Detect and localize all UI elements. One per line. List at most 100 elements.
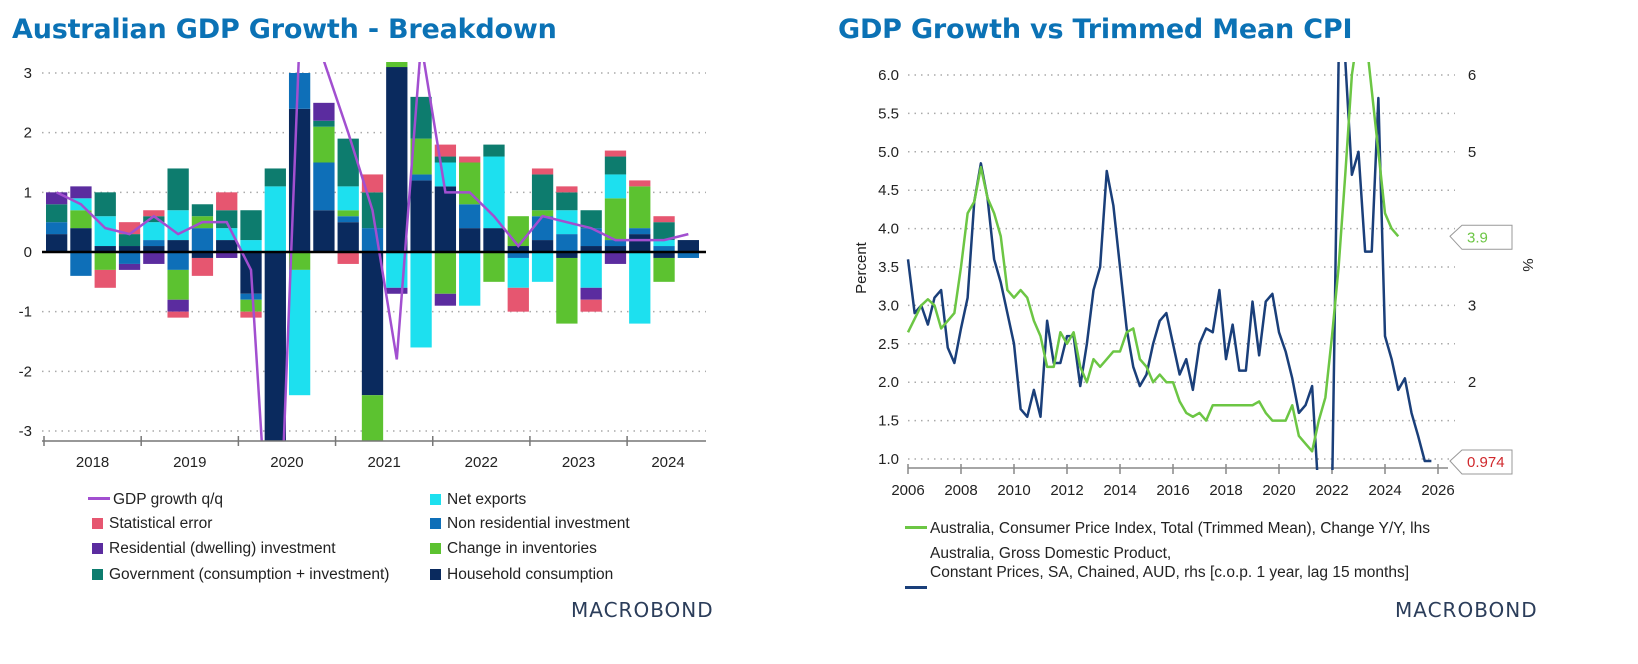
x-tick-label: 2022	[465, 454, 498, 471]
bar-segment	[507, 252, 529, 258]
bar-segment	[94, 269, 116, 288]
bar-segment	[604, 246, 627, 252]
bar-segment	[507, 246, 529, 252]
legend-label: Australia, Consumer Price Index, Total (…	[930, 520, 1430, 537]
y-tick-label: 0	[24, 244, 32, 261]
bar-segment	[46, 204, 68, 223]
bar-segment	[191, 252, 214, 258]
bar-segment	[288, 73, 311, 109]
bar-segment	[629, 186, 651, 229]
bar-segment	[653, 216, 675, 223]
legend-item-inventories: Change in inventories	[430, 540, 597, 558]
legend-label: Net exports	[447, 491, 527, 508]
y-tick-label-left: 3.0	[878, 297, 899, 314]
y-tick-label-left: 4.5	[878, 182, 899, 199]
bar-segment	[629, 252, 651, 324]
bar-segment	[70, 210, 92, 229]
bar-segment	[313, 120, 335, 127]
bar-segment	[313, 102, 335, 121]
bar-segment	[167, 269, 189, 300]
bar-segment	[459, 228, 481, 252]
gdp-last-value-text: 0.974	[1467, 454, 1505, 471]
left-chart-title: Australian GDP Growth - Breakdown	[12, 14, 557, 45]
legend-label: Change in inventories	[447, 540, 597, 557]
gdp-growth-line	[56, 62, 689, 441]
bar-segment	[216, 228, 238, 241]
bar-segment	[653, 252, 675, 258]
bar-segment	[240, 293, 262, 300]
bar-segment	[677, 252, 699, 258]
bar-segment	[653, 246, 675, 252]
x-tick-label: 2021	[367, 454, 400, 471]
y-tick-label-left: 1.0	[878, 451, 899, 468]
bar-segment	[556, 234, 578, 252]
bar-segment	[531, 174, 554, 211]
legend-label: Residential (dwelling) investment	[109, 540, 336, 557]
bar-segment	[143, 210, 165, 217]
bar-segment	[386, 287, 408, 294]
bar-segment	[580, 299, 602, 312]
bar-segment	[434, 252, 457, 294]
bar-segment	[143, 240, 165, 247]
bar-segment	[434, 156, 457, 163]
x-tick-label: 2016	[1156, 482, 1189, 499]
legend-swatch	[92, 543, 103, 554]
bar-segment	[386, 62, 408, 68]
x-tick-label: 2012	[1050, 482, 1083, 499]
series-line	[906, 62, 1400, 453]
legend-swatch	[430, 569, 441, 580]
bar-segment	[70, 186, 92, 199]
x-tick-label: 2024	[1368, 482, 1401, 499]
legend-label: Statistical error	[109, 515, 213, 532]
bar-segment	[313, 126, 335, 163]
series-line	[906, 62, 1432, 470]
x-tick-label: 2020	[270, 454, 303, 471]
bar-segment	[167, 210, 189, 241]
bar-segment	[410, 180, 432, 252]
bar-segment	[653, 257, 675, 282]
cpi-last-value-text: 3.9	[1467, 229, 1488, 246]
bar-segment	[337, 186, 359, 211]
y-tick-label: 3	[24, 65, 32, 82]
bar-segment	[167, 168, 189, 211]
bar-segment	[507, 216, 529, 247]
legend-line-swatch	[905, 526, 927, 529]
y-tick-label: 1	[24, 184, 32, 201]
bar-segment	[410, 138, 432, 175]
y-tick-label-left: 5.0	[878, 144, 899, 161]
bar-segment	[629, 180, 651, 187]
y-tick-label-left: 1.5	[878, 413, 899, 430]
bar-segment	[483, 144, 505, 157]
y-tick-label-left: 3.5	[878, 259, 899, 276]
bar-segment	[434, 144, 457, 157]
legend-item-gdp-growth: GDP growth q/q	[88, 491, 223, 509]
bar-segment	[46, 192, 68, 205]
bar-segment	[531, 252, 554, 282]
macrobond-logo: MACROBOND	[1395, 598, 1538, 622]
right-chart-title: GDP Growth vs Trimmed Mean CPI	[838, 14, 1353, 45]
bar-segment	[580, 228, 602, 247]
y-tick-label-left: 2.5	[878, 336, 899, 353]
bar-segment	[361, 395, 384, 441]
bar-segment	[288, 252, 311, 270]
bar-segment	[240, 240, 262, 252]
bar-segment	[337, 222, 359, 252]
bar-segment	[143, 216, 165, 223]
legend-item-net-exports: Net exports	[430, 491, 526, 509]
bar-segment	[216, 192, 238, 211]
bar-segment	[94, 246, 116, 252]
legend-item-non-residential: Non residential investment	[430, 515, 630, 533]
bar-segment	[580, 252, 602, 288]
bar-segment	[240, 210, 262, 241]
bar-segment	[94, 252, 116, 270]
bar-segment	[459, 204, 481, 229]
legend-label-line2: Constant Prices, SA, Chained, AUD, rhs […	[930, 564, 1410, 581]
y-tick-label-right: 6	[1468, 67, 1476, 84]
legend-item-cpi: Australia, Consumer Price Index, Total (…	[905, 520, 1430, 538]
legend-item-statistical-error: Statistical error	[92, 515, 212, 533]
y-axis-label-right: %	[1519, 258, 1536, 271]
bar-segment	[216, 240, 238, 252]
bar-segment	[604, 150, 627, 157]
legend-label: Government (consumption + investment)	[109, 566, 390, 583]
y-tick-label-right: 5	[1468, 144, 1476, 161]
